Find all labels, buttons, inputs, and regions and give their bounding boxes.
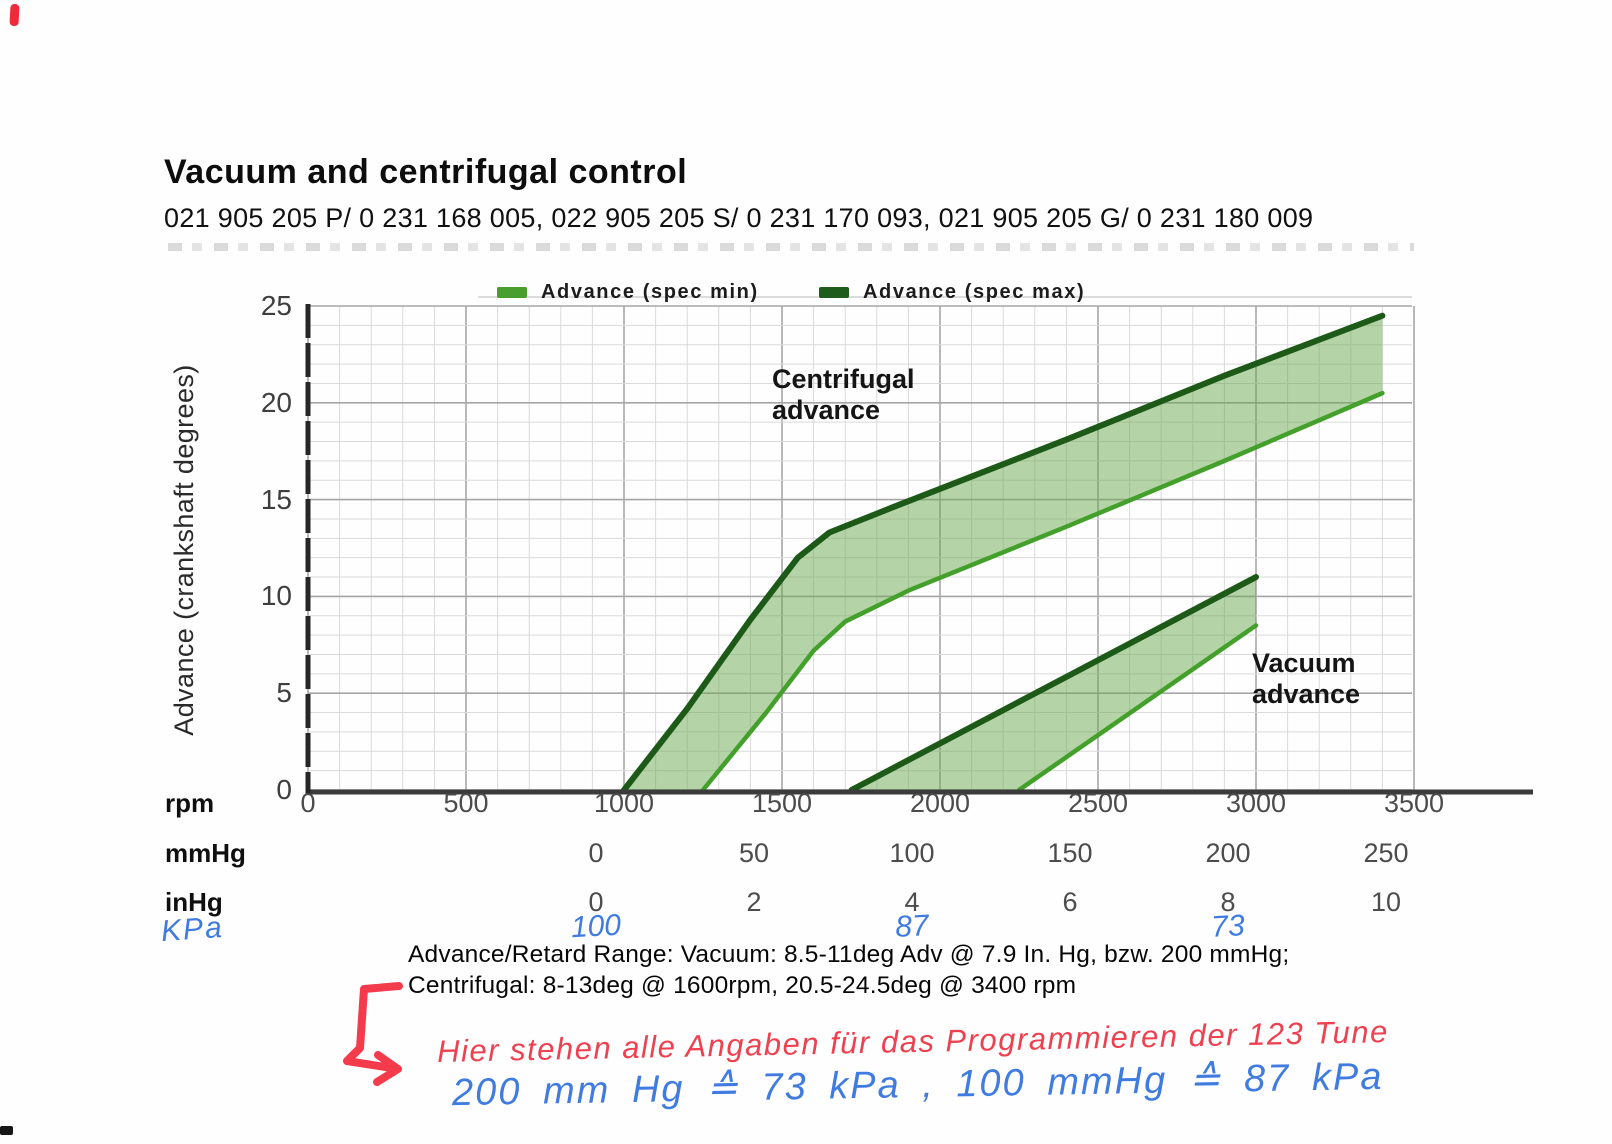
red-bracket-arrow bbox=[343, 982, 403, 1086]
mmhg-value-100: 100 bbox=[889, 838, 935, 868]
mmhg-value-50: 50 bbox=[738, 838, 770, 868]
legend-item-spec-max: Advance (spec max) bbox=[819, 281, 1085, 304]
y-tick-0: 0 bbox=[276, 774, 292, 805]
kpa-value-100: 100 bbox=[570, 908, 622, 945]
x-axis-label-mmhg: mmHg bbox=[165, 838, 246, 868]
y-tick-15: 15 bbox=[260, 483, 292, 515]
y-tick-5: 5 bbox=[276, 677, 292, 709]
mmhg-value-150: 150 bbox=[1047, 838, 1093, 868]
x-axis-label-inhg: inHg bbox=[165, 887, 223, 917]
spec-min-curve bbox=[1016, 623, 1259, 793]
page-title: Vacuum and centrifugal control bbox=[164, 153, 688, 191]
part-numbers-subtitle: 021 905 205 P/ 0 231 168 005, 022 905 20… bbox=[164, 203, 1314, 233]
advance-band bbox=[624, 315, 1383, 790]
spec-min-swatch-icon bbox=[497, 287, 527, 298]
centrifugal-advance-label: Centrifugal advance bbox=[772, 364, 915, 425]
legend-item-spec-min: Advance (spec min) bbox=[497, 281, 759, 304]
inhg-value-10: 10 bbox=[1370, 887, 1402, 917]
rpm-value-2500: 2500 bbox=[1067, 788, 1129, 818]
y-tick-20: 20 bbox=[260, 386, 292, 418]
black-edge-mark bbox=[0, 1126, 13, 1135]
mmhg-value-0: 0 bbox=[588, 838, 604, 868]
y-tick-10: 10 bbox=[260, 580, 292, 612]
mmhg-value-250: 250 bbox=[1363, 838, 1409, 868]
y-axis-title: Advance (crankshaft degrees) bbox=[169, 364, 199, 736]
inhg-value-8: 8 bbox=[1220, 887, 1236, 917]
rpm-value-1500: 1500 bbox=[751, 788, 813, 818]
inhg-value-0: 0 bbox=[588, 887, 604, 917]
vacuum-advance-label: Vacuum advance bbox=[1252, 648, 1361, 709]
mmhg-value-200: 200 bbox=[1205, 838, 1251, 868]
rpm-value-3500: 3500 bbox=[1383, 788, 1445, 818]
x-axis-label-rpm: rpm bbox=[165, 788, 215, 818]
inhg-value-4: 4 bbox=[904, 887, 920, 917]
rpm-value-2000: 2000 bbox=[909, 788, 971, 818]
kpa-value-87: 87 bbox=[894, 909, 930, 944]
spec-max-swatch-icon bbox=[819, 287, 849, 298]
spec-max-curve bbox=[848, 574, 1259, 793]
inhg-value-6: 6 bbox=[1062, 887, 1078, 917]
legend-label-spec-min: Advance (spec min) bbox=[541, 281, 759, 303]
kpa-value-73: 73 bbox=[1210, 909, 1246, 944]
rpm-value-0: 0 bbox=[300, 788, 316, 818]
legend-label-spec-max: Advance (spec max) bbox=[863, 281, 1086, 303]
rpm-value-1000: 1000 bbox=[593, 788, 655, 818]
y-tick-25: 25 bbox=[260, 290, 292, 321]
handwritten-kpa-axis-label: KPa bbox=[159, 910, 225, 949]
spec-note-line1: Advance/Retard Range: Vacuum: 8.5-11deg … bbox=[408, 941, 1290, 968]
spec-max-curve bbox=[621, 312, 1386, 793]
faded-text-artifact bbox=[168, 243, 1414, 251]
inhg-value-2: 2 bbox=[746, 887, 762, 917]
rpm-value-500: 500 bbox=[443, 788, 489, 818]
rpm-value-3000: 3000 bbox=[1225, 788, 1287, 818]
spec-note-line2: Centrifugal: 8-13deg @ 1600rpm, 20.5-24.… bbox=[408, 972, 1077, 999]
spec-min-curve bbox=[700, 390, 1385, 793]
